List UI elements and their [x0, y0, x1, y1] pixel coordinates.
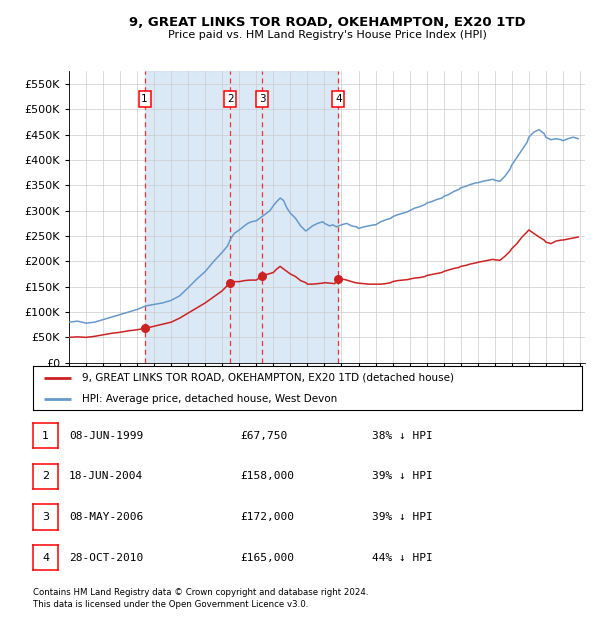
- Text: 2: 2: [42, 471, 49, 481]
- Text: 4: 4: [42, 552, 49, 562]
- Text: £67,750: £67,750: [240, 431, 287, 441]
- Text: Contains HM Land Registry data © Crown copyright and database right 2024.: Contains HM Land Registry data © Crown c…: [33, 588, 368, 597]
- Text: 44% ↓ HPI: 44% ↓ HPI: [372, 552, 433, 562]
- Text: 39% ↓ HPI: 39% ↓ HPI: [372, 512, 433, 522]
- Text: 2: 2: [227, 94, 233, 104]
- Text: £165,000: £165,000: [240, 552, 294, 562]
- Text: Price paid vs. HM Land Registry's House Price Index (HPI): Price paid vs. HM Land Registry's House …: [167, 30, 487, 40]
- Text: 9, GREAT LINKS TOR ROAD, OKEHAMPTON, EX20 1TD: 9, GREAT LINKS TOR ROAD, OKEHAMPTON, EX2…: [128, 16, 526, 29]
- Text: HPI: Average price, detached house, West Devon: HPI: Average price, detached house, West…: [82, 394, 338, 404]
- Text: 1: 1: [42, 431, 49, 441]
- Text: 08-JUN-1999: 08-JUN-1999: [69, 431, 143, 441]
- Bar: [145, 71, 338, 363]
- Text: This data is licensed under the Open Government Licence v3.0.: This data is licensed under the Open Gov…: [33, 600, 308, 609]
- Text: £172,000: £172,000: [240, 512, 294, 522]
- Text: 3: 3: [42, 512, 49, 522]
- Text: 08-MAY-2006: 08-MAY-2006: [69, 512, 143, 522]
- Text: 9, GREAT LINKS TOR ROAD, OKEHAMPTON, EX20 1TD (detached house): 9, GREAT LINKS TOR ROAD, OKEHAMPTON, EX2…: [82, 373, 454, 383]
- Text: 4: 4: [335, 94, 342, 104]
- Text: 18-JUN-2004: 18-JUN-2004: [69, 471, 143, 481]
- Text: 1: 1: [141, 94, 148, 104]
- Text: 38% ↓ HPI: 38% ↓ HPI: [372, 431, 433, 441]
- Text: £158,000: £158,000: [240, 471, 294, 481]
- Text: 39% ↓ HPI: 39% ↓ HPI: [372, 471, 433, 481]
- Text: 3: 3: [259, 94, 266, 104]
- Text: 28-OCT-2010: 28-OCT-2010: [69, 552, 143, 562]
